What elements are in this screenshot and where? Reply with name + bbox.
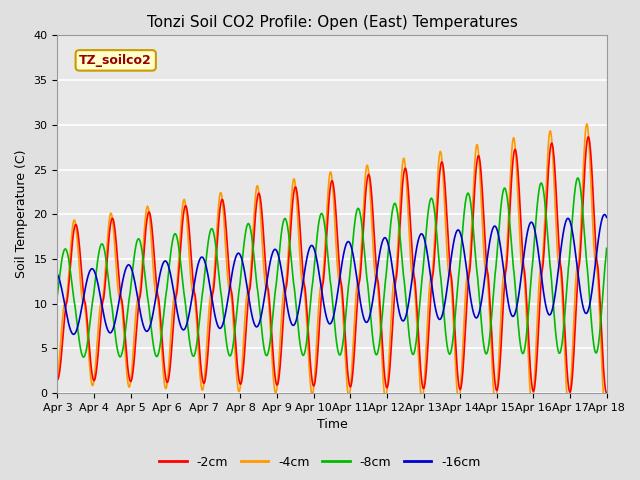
Y-axis label: Soil Temperature (C): Soil Temperature (C) [15, 150, 28, 278]
Text: TZ_soilco2: TZ_soilco2 [79, 54, 152, 67]
Title: Tonzi Soil CO2 Profile: Open (East) Temperatures: Tonzi Soil CO2 Profile: Open (East) Temp… [147, 15, 517, 30]
Legend: -2cm, -4cm, -8cm, -16cm: -2cm, -4cm, -8cm, -16cm [154, 451, 486, 474]
X-axis label: Time: Time [317, 419, 348, 432]
